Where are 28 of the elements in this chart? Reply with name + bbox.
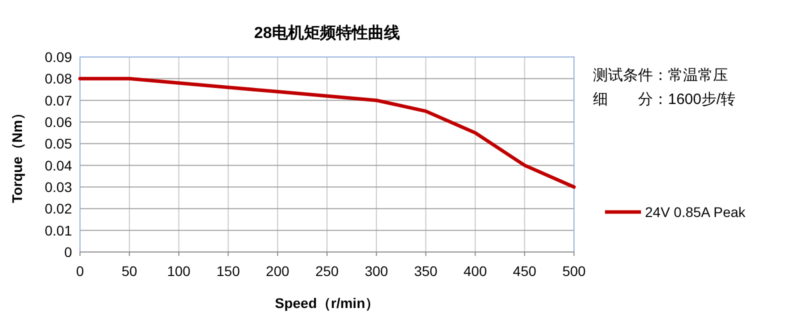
x-tick-label: 250: [315, 263, 339, 279]
chart-title: 28电机矩频特性曲线: [254, 24, 400, 42]
line-series: [78, 76, 576, 189]
x-tick-label: 150: [216, 263, 240, 279]
x-tick-label: 50: [122, 263, 138, 279]
x-tick-label: 500: [562, 263, 586, 279]
y-tick-label: 0.07: [44, 92, 72, 108]
x-tick-label: 400: [464, 263, 488, 279]
text: 测试条件：常温常压: [593, 67, 728, 84]
y-tick-label: 0.02: [44, 200, 72, 217]
y-tick-label: 0.08: [44, 70, 72, 87]
legend-label: 24V 0.85A Peak: [645, 204, 746, 220]
x-axis-title: Speed（r/min）: [274, 295, 380, 311]
x-tick-label: 200: [266, 263, 290, 279]
x-tick-label: 300: [364, 263, 388, 279]
y-tick-label: 0: [64, 244, 72, 260]
x-tick-label: 0: [76, 263, 84, 279]
x-tick-label: 100: [167, 263, 191, 279]
y-tick-label: 0.03: [44, 179, 72, 195]
x-tick-label: 350: [414, 263, 438, 279]
y-tick-label: 0.05: [44, 136, 72, 152]
y-axis-title: Torque（Nm）: [9, 106, 25, 203]
text: 细 分：1600步/转: [593, 91, 736, 108]
y-tick-label: 0.06: [44, 114, 72, 130]
y-tick-label: 0.09: [44, 49, 72, 65]
y-tick-label: 0.04: [44, 157, 72, 174]
x-tick-label: 450: [512, 263, 536, 279]
y-tick-label: 0.01: [44, 222, 72, 238]
